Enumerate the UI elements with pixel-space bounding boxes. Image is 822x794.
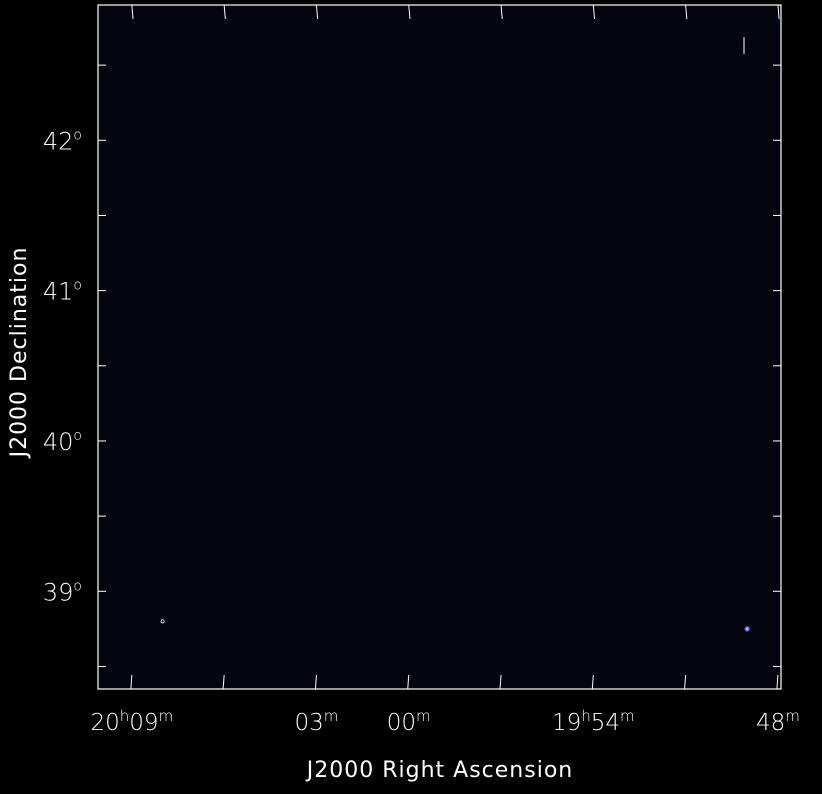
x-tick-label: 48m [756,707,800,736]
x-tick-label: 19h54m [552,707,635,736]
axis-ticks [98,4,781,690]
x-tick-labels: 20h09m 03m 00m 19h54m 48m [90,707,799,736]
plot-frame [97,4,782,690]
x-tick-top [685,4,688,20]
x-tick-top [500,4,503,20]
x-tick-label: 20h09m [90,707,173,736]
source-point-core [746,627,749,630]
data-points [160,619,750,632]
y-tick-labels: 39o 40o 41o 42o [43,127,82,606]
y-tick-label: 42o [43,127,82,155]
x-tick-top [131,4,134,20]
y-tick-label: 39o [43,578,82,606]
y-tick-label: 41o [43,278,82,306]
x-tick-bottom [314,674,317,690]
plot-area [98,5,781,689]
x-tick-top [777,4,780,20]
x-tick-bottom [130,674,133,690]
source-point [160,619,165,624]
y-tick-label: 40o [43,428,82,456]
x-tick-bottom [591,674,594,690]
x-tick-bottom [684,674,687,690]
y-axis-title: J2000 Declination [7,247,32,460]
x-tick-label: 00m [387,707,431,736]
x-tick-bottom [776,674,779,690]
x-tick-top [408,4,411,20]
x-tick-label: 03m [294,707,338,736]
x-tick-top [592,4,596,20]
x-tick-bottom [407,674,410,690]
x-tick-bottom [499,674,502,690]
x-tick-bottom [222,674,225,690]
x-tick-top [315,4,319,20]
x-axis-title: J2000 Right Ascension [305,758,573,783]
x-tick-top [223,4,226,20]
